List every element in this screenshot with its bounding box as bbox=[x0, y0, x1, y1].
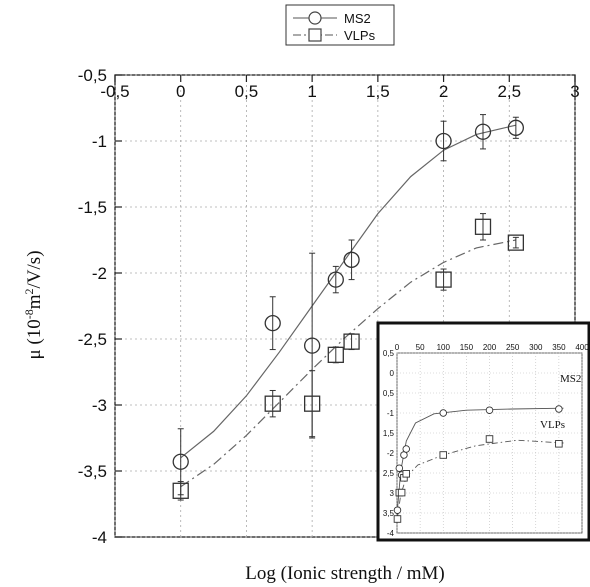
data-point-vlps bbox=[343, 333, 360, 350]
legend: MS2 VLPs bbox=[285, 4, 395, 46]
inset-vlps-label: VLPs bbox=[540, 419, 565, 431]
inset-point-vlps bbox=[485, 435, 494, 443]
main-data-points bbox=[172, 114, 525, 501]
inset-point-ms2 bbox=[439, 409, 448, 417]
data-point-vlps bbox=[172, 482, 189, 499]
x-tick-label: 3 bbox=[570, 82, 579, 101]
inset-point-ms2 bbox=[393, 506, 402, 514]
data-point-vlps bbox=[303, 395, 321, 412]
inset-point-ms2 bbox=[395, 464, 404, 472]
y-tick-label: -3 bbox=[92, 396, 107, 415]
inset-y-tick-label: 3,5 bbox=[383, 509, 395, 518]
y-tick-label: -2,5 bbox=[78, 330, 107, 349]
inset-point-vlps bbox=[439, 451, 448, 459]
legend-ms2-label: MS2 bbox=[344, 11, 371, 26]
inset-x-tick-label: 100 bbox=[437, 343, 451, 352]
main-fit-lines bbox=[180, 124, 517, 488]
y-tick-label: -4 bbox=[92, 528, 107, 547]
inset-x-tick-label: 250 bbox=[506, 343, 520, 352]
inset-x-tick-label: 400 bbox=[575, 343, 589, 352]
data-point-ms2 bbox=[507, 119, 525, 136]
data-point-ms2 bbox=[343, 251, 360, 268]
fit-line-vlps bbox=[180, 239, 517, 488]
x-tick-label: -0,5 bbox=[100, 82, 129, 101]
inset-y-tick-label: 0,5 bbox=[383, 349, 395, 358]
data-point-ms2 bbox=[474, 123, 492, 140]
inset-chart: 0 50 100 150 200 250 300 350 4000,500,5-11,5-22,… bbox=[376, 321, 590, 542]
inset-x-tick-label: 200 bbox=[483, 343, 497, 352]
inset-point-vlps bbox=[555, 440, 563, 448]
inset-y-tick-label: 2,5 bbox=[383, 469, 395, 478]
x-tick-label: 2 bbox=[439, 82, 448, 101]
inset-ms2-label: MS2 bbox=[560, 373, 581, 385]
inset-x-tick-label: 150 bbox=[460, 343, 474, 352]
fit-line-ms2 bbox=[180, 124, 517, 459]
y-axis-title: μ (10-8m2/V/s) bbox=[22, 250, 45, 359]
data-point-vlps bbox=[327, 346, 344, 363]
y-tick-label: -2 bbox=[92, 264, 107, 283]
inset-y-tick-label: -2 bbox=[387, 449, 395, 458]
x-tick-label: 0,5 bbox=[235, 82, 259, 101]
y-axis-title-exp1: -8 bbox=[22, 309, 36, 319]
y-tick-label: -1,5 bbox=[78, 198, 107, 217]
data-point-ms2 bbox=[303, 337, 321, 354]
data-point-vlps bbox=[435, 271, 452, 288]
y-tick-label: -1 bbox=[92, 132, 107, 151]
data-point-ms2 bbox=[327, 271, 344, 288]
inset-point-ms2 bbox=[555, 405, 563, 413]
legend-box bbox=[285, 4, 395, 46]
inset-x-tick-label: 350 bbox=[552, 343, 566, 352]
x-tick-label: 0 bbox=[176, 82, 185, 101]
inset-y-tick-label: 3 bbox=[390, 489, 395, 498]
inset-axis-ticks: 0 50 100 150 200 250 300 350 4000,500,5-11,5-22,… bbox=[383, 343, 589, 538]
legend-vlps-marker bbox=[308, 28, 322, 42]
inset-fit-line-vlps bbox=[397, 439, 564, 518]
x-tick-label: 1 bbox=[307, 82, 316, 101]
inset-grid bbox=[396, 352, 583, 534]
x-tick-label: 2,5 bbox=[497, 82, 521, 101]
y-axis-title-end: /V/s) bbox=[24, 250, 45, 288]
inset-y-tick-label: -4 bbox=[387, 529, 395, 538]
y-axis-title-exp2: 2 bbox=[22, 288, 36, 294]
data-point-vlps bbox=[474, 218, 492, 235]
inset-x-tick-label: 0 bbox=[395, 343, 400, 352]
legend-vlps-label: VLPs bbox=[344, 28, 376, 43]
inset-point-vlps bbox=[402, 470, 411, 478]
inset-x-tick-label: 300 bbox=[529, 343, 543, 352]
inset-y-tick-label: -1 bbox=[387, 409, 395, 418]
y-tick-label: -0,5 bbox=[78, 66, 107, 85]
inset-y-tick-label: 0,5 bbox=[383, 389, 395, 398]
inset-point-ms2 bbox=[485, 406, 494, 414]
inset-data-points bbox=[393, 405, 563, 523]
data-point-vlps bbox=[507, 234, 525, 251]
y-axis-title-mu: μ (10 bbox=[24, 319, 45, 359]
data-point-ms2 bbox=[172, 453, 189, 470]
x-axis-title: Log (Ionic strength / mM) bbox=[245, 563, 444, 584]
inset-x-tick-label: 50 bbox=[416, 343, 425, 352]
data-point-ms2 bbox=[264, 315, 281, 332]
y-tick-label: -3,5 bbox=[78, 462, 107, 481]
x-tick-label: 1,5 bbox=[366, 82, 390, 101]
main-axis-ticks: -0,5 0 0,5 1 1,5 2 2,5 3-0,5-1-1,5-2-2,5-3-3,5-… bbox=[78, 66, 580, 547]
data-point-vlps bbox=[264, 395, 281, 412]
legend-ms2-marker bbox=[308, 11, 322, 25]
inset-y-tick-label: 0 bbox=[390, 369, 395, 378]
inset-y-tick-label: 1,5 bbox=[383, 429, 395, 438]
data-point-ms2 bbox=[435, 132, 452, 150]
inset-point-vlps bbox=[397, 488, 406, 497]
y-axis-title-unit: m bbox=[24, 294, 45, 309]
inset-point-vlps bbox=[393, 515, 402, 523]
inset-point-ms2 bbox=[402, 445, 411, 453]
